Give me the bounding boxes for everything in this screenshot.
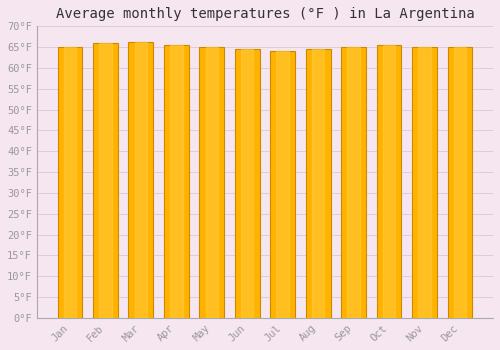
Bar <box>164 45 188 318</box>
Bar <box>206 47 218 318</box>
Bar <box>348 47 360 318</box>
Bar <box>241 49 254 318</box>
Bar <box>276 51 289 318</box>
Bar <box>412 47 437 318</box>
Bar <box>170 45 182 318</box>
Bar <box>376 45 402 318</box>
Bar <box>235 49 260 318</box>
Bar <box>64 47 76 318</box>
Bar <box>341 47 366 318</box>
Bar <box>306 49 330 318</box>
Bar <box>383 45 395 318</box>
Bar <box>312 49 324 318</box>
Bar <box>134 42 147 318</box>
Bar <box>200 47 224 318</box>
Title: Average monthly temperatures (°F ) in La Argentina: Average monthly temperatures (°F ) in La… <box>56 7 474 21</box>
Bar <box>418 47 430 318</box>
Bar <box>454 47 466 318</box>
Bar <box>448 47 472 318</box>
Bar <box>270 51 295 318</box>
Bar <box>58 47 82 318</box>
Bar <box>93 43 118 318</box>
Bar <box>128 42 154 318</box>
Bar <box>99 43 112 318</box>
